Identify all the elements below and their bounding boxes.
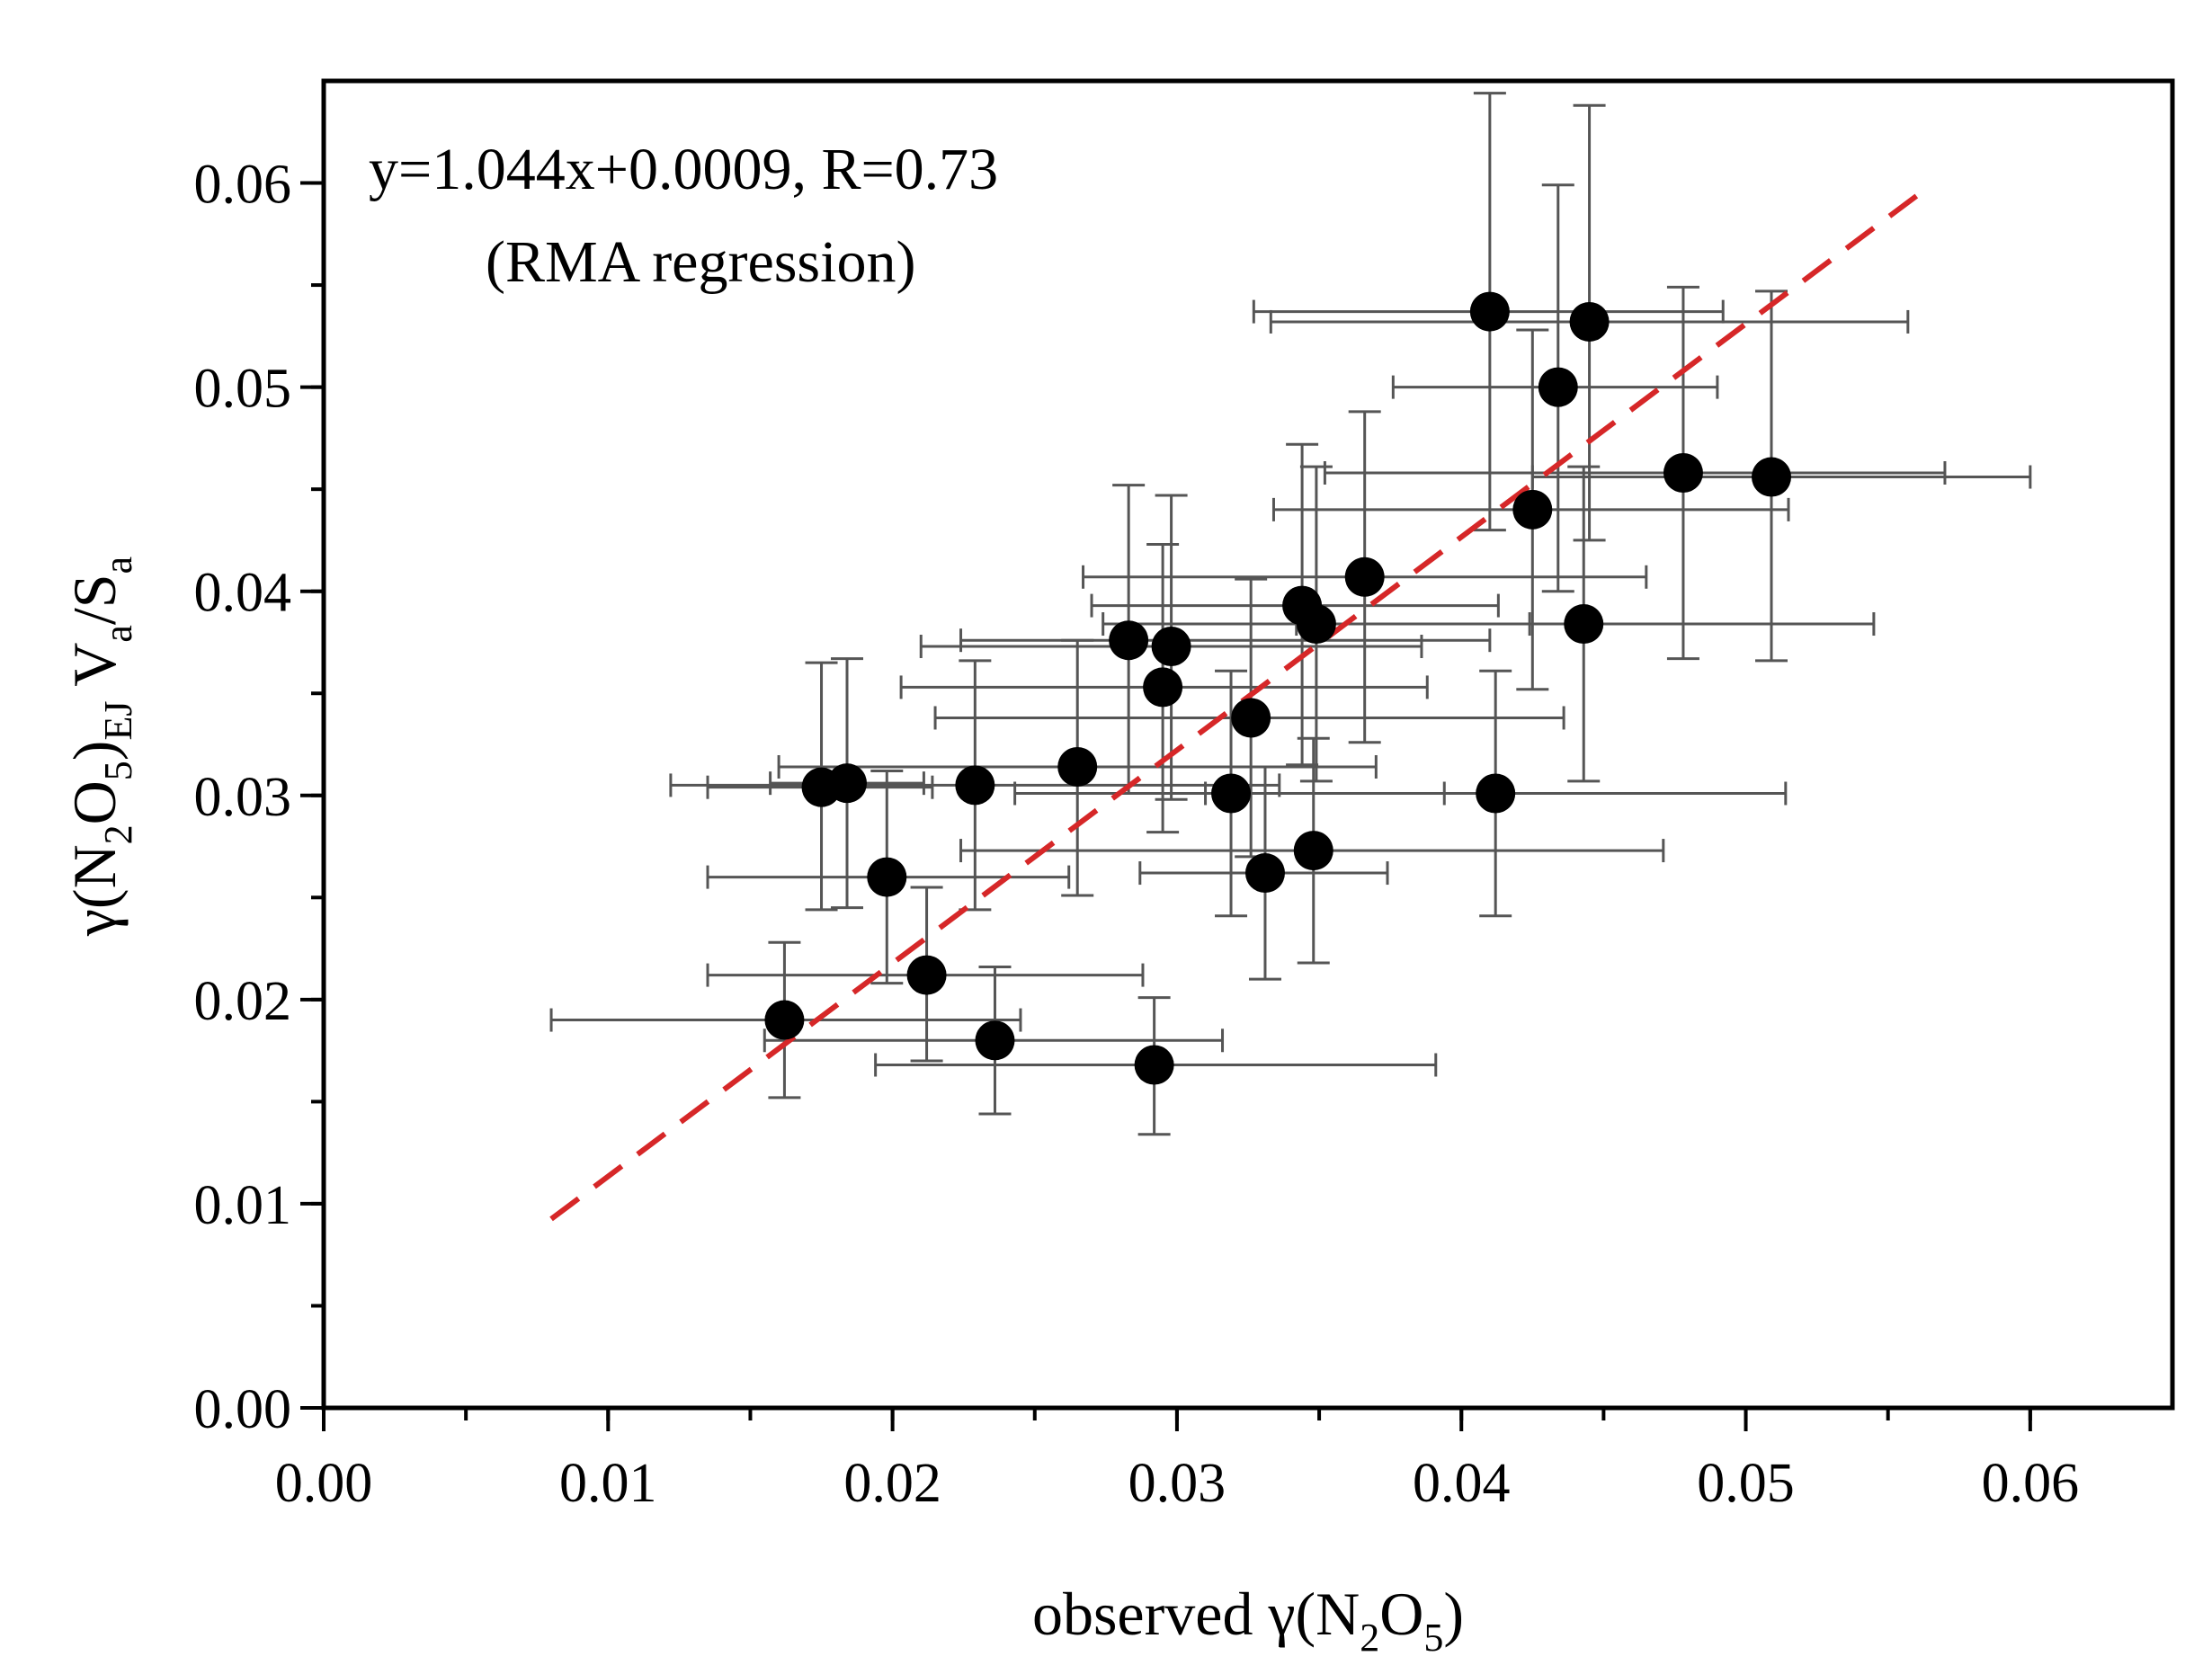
data-point bbox=[975, 1020, 1015, 1061]
data-point bbox=[764, 1000, 805, 1040]
plot-frame bbox=[321, 78, 2175, 1411]
data-point bbox=[1244, 853, 1285, 894]
data-point bbox=[906, 955, 947, 995]
data-point bbox=[955, 765, 995, 806]
data-point bbox=[1564, 604, 1604, 645]
x-label-suffix: ) bbox=[1443, 1580, 1464, 1648]
y-tick-label: 0.03 bbox=[194, 767, 292, 828]
x-tick-label: 0.05 bbox=[1697, 1453, 1795, 1514]
data-point bbox=[827, 763, 868, 804]
data-point bbox=[1109, 620, 1149, 661]
data-point bbox=[1469, 291, 1510, 332]
x-tick-label: 0.03 bbox=[1128, 1453, 1226, 1514]
x-tick-label: 0.00 bbox=[275, 1453, 373, 1514]
x-label-prefix: observed γ(N bbox=[1032, 1580, 1360, 1648]
y-tick-label: 0.06 bbox=[194, 155, 292, 216]
data-point bbox=[1512, 489, 1553, 530]
x-tick-label: 0.04 bbox=[1413, 1453, 1511, 1514]
y-label-s5: a bbox=[96, 557, 140, 574]
data-point bbox=[1569, 301, 1610, 342]
x-label-mid: O bbox=[1379, 1580, 1423, 1648]
y-label-p5: /S bbox=[60, 574, 129, 625]
data-points bbox=[764, 291, 1792, 1085]
x-tick-label: 0.06 bbox=[1982, 1453, 2080, 1514]
data-point bbox=[1344, 557, 1385, 597]
y-label-s4: a bbox=[96, 625, 140, 643]
y-tick-label: 0.02 bbox=[194, 971, 292, 1032]
y-label-p4: V bbox=[60, 643, 129, 701]
x-axis-label: observed γ(N2O5) bbox=[1032, 1580, 1464, 1660]
x-label-sub-2: 2 bbox=[1360, 1616, 1379, 1660]
data-point bbox=[1476, 773, 1516, 814]
y-tick-label: 0.04 bbox=[194, 563, 292, 624]
data-point bbox=[1231, 698, 1271, 738]
y-label-s2: 5 bbox=[96, 761, 140, 780]
x-tick-label: 0.02 bbox=[843, 1453, 941, 1514]
x-tick-labels: 0.00 0.01 0.02 0.03 0.04 0.05 0.06 bbox=[275, 1453, 2079, 1514]
y-label-p2: O bbox=[60, 780, 129, 824]
y-label-p3: ) bbox=[60, 741, 129, 761]
data-point bbox=[1296, 604, 1336, 645]
data-point bbox=[1752, 457, 1792, 497]
data-point bbox=[1293, 831, 1333, 871]
x-label-sub-5: 5 bbox=[1423, 1616, 1443, 1660]
data-point bbox=[867, 857, 907, 897]
y-axis-label: γ(N2O5)EJ Va/Sa bbox=[60, 557, 140, 937]
x-tick-label: 0.01 bbox=[559, 1453, 657, 1514]
data-point bbox=[1663, 452, 1703, 493]
data-point bbox=[1211, 773, 1252, 814]
fit-line bbox=[549, 193, 1919, 1222]
data-point bbox=[1057, 746, 1098, 787]
data-point bbox=[1134, 1045, 1174, 1085]
data-point bbox=[1151, 627, 1191, 667]
y-tick-label: 0.01 bbox=[194, 1175, 292, 1236]
y-label-s3: EJ bbox=[96, 701, 140, 741]
y-tick-labels: 0.00 0.01 0.02 0.03 0.04 0.05 0.06 bbox=[194, 155, 292, 1440]
y-tick-label: 0.05 bbox=[194, 359, 292, 420]
regression-equation: y=1.044x+0.0009, R=0.73 bbox=[369, 137, 998, 202]
y-tick-label: 0.00 bbox=[194, 1379, 292, 1440]
major-ticks bbox=[300, 181, 2032, 1431]
data-point bbox=[1143, 667, 1183, 708]
y-label-p1: γ(N bbox=[60, 844, 129, 937]
regression-method: (RMA regression) bbox=[486, 229, 915, 295]
data-point bbox=[1538, 367, 1578, 407]
y-label-s1: 2 bbox=[96, 824, 140, 844]
